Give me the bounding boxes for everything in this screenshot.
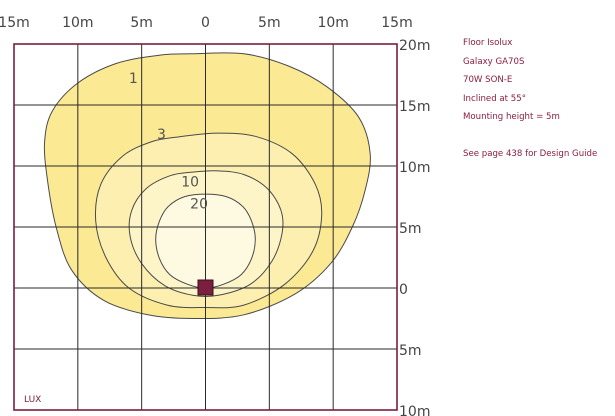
x-tick-label: 5m	[130, 15, 153, 31]
design-guide-note: See page 438 for Design Guide	[463, 148, 598, 159]
contour-label: 20	[190, 197, 208, 213]
contour-label: 1	[129, 71, 138, 87]
info-line: Mounting height = 5m	[463, 112, 560, 123]
y-tick-label: 10m	[399, 160, 430, 176]
y-tick-label: 10m	[399, 404, 430, 416]
y-tick-label: 5m	[399, 343, 422, 359]
x-tick-label: 10m	[317, 15, 348, 31]
marker-layer	[197, 279, 214, 296]
x-tick-label: 5m	[258, 15, 281, 31]
contour-layer	[43, 52, 371, 320]
plot-frame	[13, 43, 398, 411]
grid-layer	[14, 44, 397, 410]
x-tick-label: 15m	[0, 15, 30, 31]
info-line: Inclined at 55°	[463, 93, 527, 104]
x-tick-label: 15m	[381, 15, 412, 31]
x-tick-label: 10m	[62, 15, 93, 31]
info-title: Floor Isolux	[463, 38, 513, 48]
frame-layer	[13, 43, 398, 411]
label-layer: 1 3 10 20	[129, 71, 208, 213]
info-panel: Floor Isolux Galaxy GA70S 70W SON-E Incline…	[463, 34, 597, 164]
luminaire-marker	[197, 279, 214, 296]
contour-label: 3	[157, 127, 166, 143]
tick-layer: 15m 10m 5m 0 5m 10m 15m 20m 15m 10m 5m 0 5m 10m	[0, 15, 430, 416]
y-tick-label: 5m	[399, 221, 422, 237]
contour-label: 10	[181, 175, 199, 191]
y-tick-label: 0	[399, 282, 408, 298]
unit-label: LUX	[24, 395, 41, 405]
info-line: Galaxy GA70S	[463, 56, 525, 67]
info-line: 70W SON-E	[463, 75, 513, 86]
y-tick-label: 20m	[399, 38, 430, 54]
y-tick-label: 15m	[399, 99, 430, 115]
info-spacer	[463, 127, 597, 145]
x-tick-label: 0	[201, 15, 210, 31]
